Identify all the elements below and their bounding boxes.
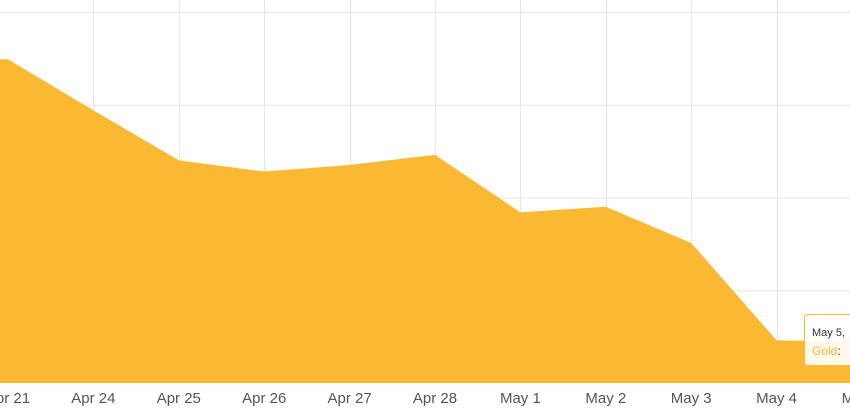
x-tick-label: May 5 (842, 390, 850, 407)
tooltip-separator: : (837, 344, 840, 358)
x-axis: Apr 21 Apr 24 Apr 25 Apr 26 Apr 27 Apr 28 May … (0, 390, 850, 407)
x-tick-label: May 3 (671, 390, 712, 407)
x-tick-label: Apr 26 (242, 390, 286, 407)
tooltip-series: Gold (812, 344, 837, 358)
tooltip: May 5, Gold: (804, 314, 850, 366)
x-tick-label: May 1 (500, 390, 541, 407)
tooltip-title: May 5, (812, 327, 845, 339)
x-tick-label: May 2 (585, 390, 626, 407)
x-tick-label: Apr 24 (71, 390, 115, 407)
area (0, 59, 850, 383)
plot (0, 59, 850, 383)
x-tick-label: Apr 28 (413, 390, 457, 407)
tooltip-box (804, 314, 850, 366)
x-tick-label: Apr 27 (327, 390, 371, 407)
x-tick-label: Apr 21 (0, 390, 30, 407)
x-tick-label: May 4 (756, 390, 797, 407)
x-tick-label: Apr 25 (157, 390, 201, 407)
tooltip-row: Gold: (812, 344, 841, 358)
